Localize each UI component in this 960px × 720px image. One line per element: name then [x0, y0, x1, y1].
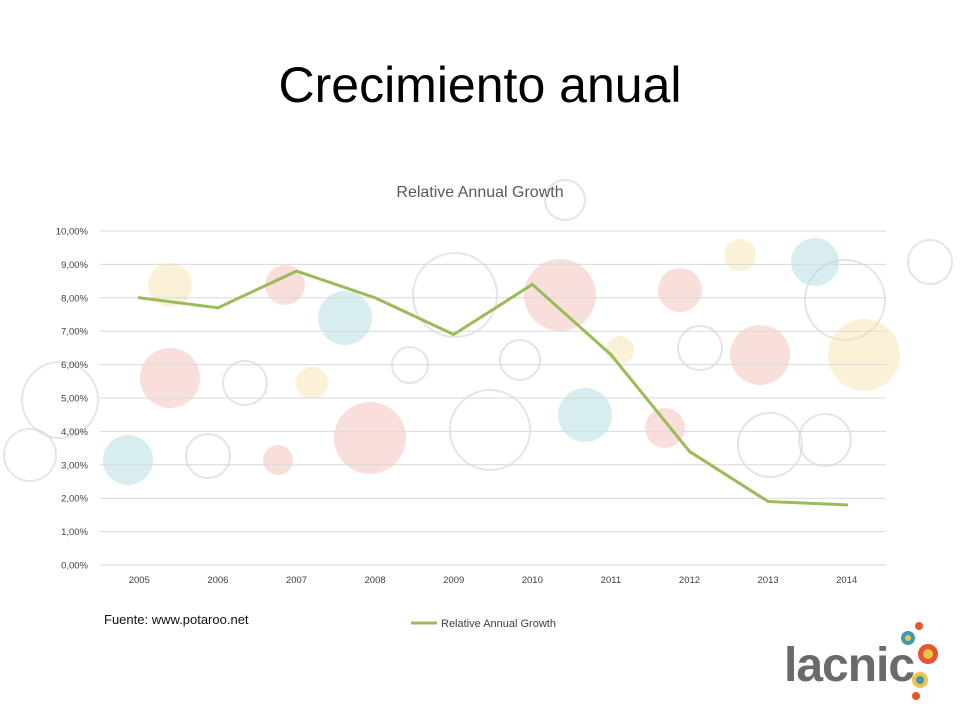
bubble-decoration: [677, 325, 723, 371]
y-tick-label: 10,00%: [56, 227, 89, 238]
bubble-decoration: [558, 388, 612, 442]
logo-dots-icon: [901, 622, 938, 700]
data-point: [688, 449, 691, 453]
bubble-decoration: [334, 402, 406, 474]
y-tick-label: 8,00%: [61, 293, 88, 304]
bubble-decoration: [296, 367, 328, 399]
bubble-decoration: [499, 339, 541, 381]
bubble-decoration: [724, 239, 756, 271]
lacnic-logo: lacnic: [780, 618, 950, 708]
x-tick-label: 2006: [207, 575, 228, 586]
x-tick-label: 2010: [522, 575, 543, 586]
y-tick-label: 3,00%: [61, 460, 88, 471]
series-group: [137, 269, 849, 507]
bubble-decoration: [798, 413, 852, 467]
data-point: [530, 282, 534, 286]
bubble-decoration: [737, 412, 803, 478]
data-point: [845, 503, 849, 507]
y-tick-label: 6,00%: [61, 360, 88, 371]
x-tick-label: 2007: [286, 575, 307, 586]
x-tick-label: 2009: [443, 575, 464, 586]
bubble-decoration: [21, 361, 99, 439]
data-point: [452, 333, 456, 337]
bubble-decoration: [804, 259, 886, 341]
decorative-bubbles: [3, 179, 953, 485]
bubble-decoration: [730, 325, 790, 385]
y-tick-label: 4,00%: [61, 427, 88, 438]
bubble-decoration: [3, 428, 57, 482]
data-point: [373, 296, 377, 300]
y-tick-label: 1,00%: [61, 527, 88, 538]
bubble-decoration: [658, 268, 702, 312]
bubble-decoration: [544, 179, 586, 221]
bubble-decoration: [907, 239, 953, 285]
bubble-decoration: [265, 265, 305, 305]
y-gridlines: [100, 230, 886, 566]
slide-title: Crecimiento anual: [278, 57, 682, 113]
data-point: [609, 353, 613, 357]
x-tick-label: 2012: [679, 575, 700, 586]
bubble-decoration: [222, 360, 268, 406]
x-tick-label: 2008: [365, 575, 386, 586]
series-line: [139, 269, 847, 507]
bubble-decoration: [524, 259, 596, 331]
legend: Relative Annual Growth: [411, 618, 556, 630]
data-point: [216, 306, 220, 310]
x-tick-label: 2014: [836, 575, 857, 586]
y-tick-label: 5,00%: [61, 394, 88, 405]
bubble-decoration: [318, 291, 372, 345]
data-point: [137, 296, 141, 300]
y-tick-label: 0,00%: [61, 561, 88, 572]
bubble-decoration: [140, 348, 200, 408]
bubble-decoration: [645, 408, 685, 448]
x-tick-label: 2005: [129, 575, 150, 586]
data-point: [766, 500, 770, 504]
y-tick-label: 9,00%: [61, 260, 88, 271]
bubble-decoration: [606, 336, 634, 364]
y-tick-label: 7,00%: [61, 327, 88, 338]
bubble-decoration: [185, 433, 231, 479]
x-tick-label: 2013: [758, 575, 779, 586]
y-tick-label: 2,00%: [61, 494, 88, 505]
chart-title: Relative Annual Growth: [396, 184, 563, 201]
data-point: [295, 269, 298, 273]
bubble-decoration: [828, 319, 900, 391]
bubble-decoration: [412, 252, 498, 338]
legend-label: Relative Annual Growth: [441, 618, 556, 630]
source-note: Fuente: www.potaroo.net: [104, 612, 249, 627]
bubble-decoration: [148, 263, 192, 307]
bubble-decoration: [449, 389, 531, 471]
logo-text: lacnic: [784, 639, 915, 692]
y-axis-ticks: 0,00% 1,00% 2,00% 3,00% 4,00% 5,00% 6,00% 7,00%…: [56, 227, 89, 572]
x-axis-ticks: 2005 2006 2007 2008 2009 2010 2011 2012 2013 2014: [129, 575, 858, 586]
bubble-decoration: [263, 445, 293, 475]
bubble-decoration: [103, 435, 153, 485]
bubble-decoration: [791, 238, 839, 286]
x-tick-label: 2011: [601, 575, 621, 586]
